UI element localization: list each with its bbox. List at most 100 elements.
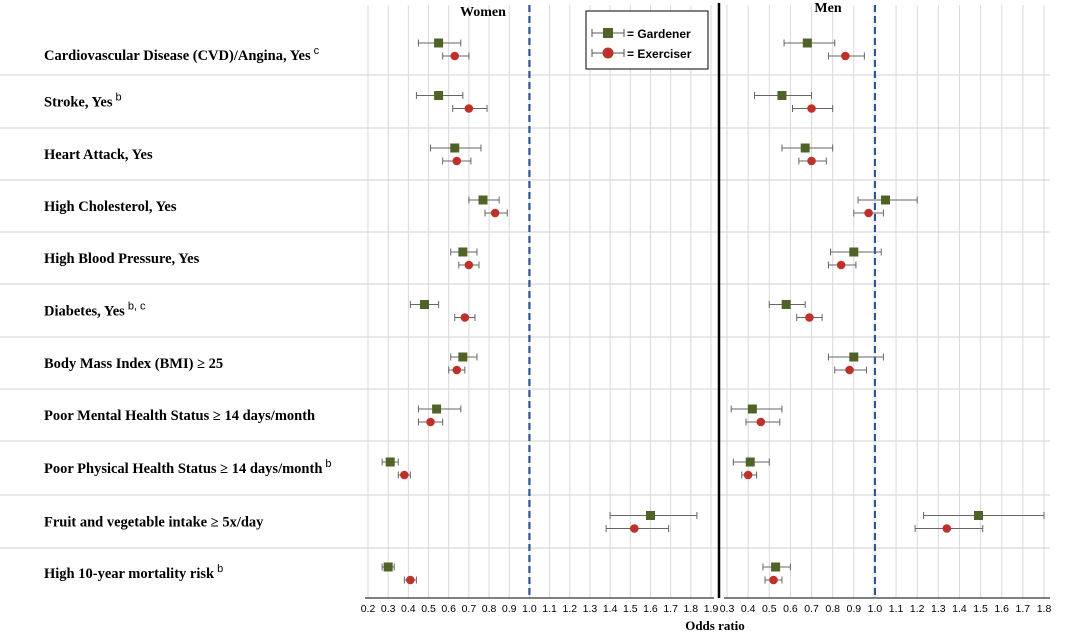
tick-label: 1.8: [1037, 603, 1052, 615]
gardener-point: [478, 195, 488, 205]
exerciser-point: [450, 51, 460, 61]
exerciser-point: [942, 524, 952, 533]
row-label: Stroke, Yes b: [44, 92, 122, 111]
tick-label: 0.6: [441, 603, 456, 615]
exerciser-point: [841, 51, 850, 61]
row-label: Heart Attack, Yes: [44, 147, 153, 163]
legend: = Gardener = Exerciser: [585, 10, 709, 70]
row-label: Poor Mental Health Status ≥ 14 days/mont…: [44, 408, 315, 424]
x-axis-title: Odds ratio: [685, 618, 745, 633]
exerciser-point: [807, 104, 816, 113]
row-label: High Blood Pressure, Yes: [44, 251, 200, 267]
row-labels: Cardiovascular Disease (CVD)/Angina, Yes…: [44, 45, 332, 582]
tick-label: 0.8: [825, 603, 840, 615]
exerciser-point: [464, 104, 474, 113]
data-marks: [381, 38, 1045, 585]
gardener-point: [881, 195, 890, 205]
exerciser-point: [452, 365, 462, 375]
exerciser-point: [406, 575, 415, 585]
exerciser-point: [756, 417, 766, 427]
exerciser-point: [807, 156, 816, 166]
tick-label: 1.7: [1016, 603, 1031, 615]
tick-label: 1.5: [973, 603, 988, 615]
legend-exerciser-circle-icon: [602, 47, 614, 59]
grid-lines: [367, 5, 1045, 598]
tick-label: 1.1: [889, 603, 904, 615]
tick-label: 1.5: [623, 603, 638, 615]
gardener-point: [745, 457, 755, 467]
row-label: High Cholesterol, Yes: [44, 199, 177, 215]
tick-label: 0.9: [846, 603, 861, 615]
exerciser-point: [769, 575, 778, 585]
tick-label: 0.5: [762, 603, 777, 615]
exerciser-point: [805, 313, 814, 322]
tick-label: 1.6: [994, 603, 1009, 615]
gardener-point: [434, 91, 444, 100]
tick-label: 1.0: [522, 603, 537, 615]
exerciser-point: [864, 208, 873, 218]
tick-label: 1.4: [603, 603, 618, 615]
legend-gardener-square-icon: [603, 28, 613, 38]
axes: 0.2 0.3 0.4 0.5 0.6 0.7 0.8 0.9 1.0 1.1 1.2 1.3 1.4 1…: [361, 3, 1052, 615]
panel-title-men: Men: [814, 1, 841, 16]
tick-label: 1.2: [562, 603, 577, 615]
gardener-point: [777, 91, 787, 100]
gardener-point: [383, 562, 393, 572]
exerciser-point: [845, 365, 854, 375]
exerciser-point: [836, 260, 846, 270]
gardener-point: [747, 404, 757, 414]
row-separators: [0, 74, 1050, 549]
exerciser-point: [426, 417, 435, 427]
tick-label: 1.3: [583, 603, 598, 615]
tick-label: 0.4: [741, 603, 756, 615]
gardener-point: [800, 143, 810, 153]
legend-box: [585, 10, 709, 70]
tick-label: 1.7: [663, 603, 678, 615]
row-label: High 10-year mortality risk b: [44, 563, 223, 582]
tick-label: 0.7: [462, 603, 477, 615]
exerciser-point: [630, 524, 639, 533]
tick-label: 1.9: [704, 603, 719, 615]
gardener-point: [432, 404, 442, 414]
tick-label: 0.3: [381, 603, 396, 615]
tick-label: 0.5: [421, 603, 436, 615]
tick-label: 1.3: [931, 603, 946, 615]
gardener-point: [781, 300, 791, 309]
gardener-point: [419, 300, 429, 309]
row-label: Fruit and vegetable intake ≥ 5x/day: [44, 515, 264, 531]
exerciser-point: [400, 470, 409, 480]
panel-title-women: Women: [460, 5, 506, 20]
gardener-point: [450, 143, 460, 153]
tick-label: 1.8: [684, 603, 699, 615]
legend-gardener-label: = Gardener: [627, 27, 691, 41]
exerciser-point: [460, 313, 470, 322]
row-label: Cardiovascular Disease (CVD)/Angina, Yes…: [44, 45, 320, 64]
gardener-point: [458, 352, 468, 362]
legend-exerciser-label: = Exerciser: [627, 47, 692, 61]
exerciser-point: [452, 156, 462, 166]
tick-label: 1.0: [868, 603, 883, 615]
row-label: Poor Physical Health Status ≥ 14 days/mo…: [44, 458, 332, 477]
exerciser-point: [743, 470, 753, 480]
tick-label: 0.7: [804, 603, 819, 615]
tick-label: 1.2: [910, 603, 925, 615]
tick-label: 1.4: [952, 603, 967, 615]
tick-label: 0.4: [401, 603, 416, 615]
exerciser-point: [490, 208, 500, 218]
gardener-point: [802, 38, 812, 48]
row-label: Body Mass Index (BMI) ≥ 25: [44, 356, 223, 372]
tick-label: 1.1: [542, 603, 557, 615]
row-label: Diabetes, Yes b, c: [44, 301, 146, 320]
tick-label: 0.8: [482, 603, 497, 615]
gardener-point: [973, 511, 983, 520]
gardener-point: [458, 247, 468, 257]
tick-label: 0.3: [720, 603, 735, 615]
exerciser-point: [464, 260, 474, 270]
gardener-point: [645, 511, 655, 520]
tick-label: 1.6: [643, 603, 658, 615]
gardener-point: [849, 247, 859, 257]
tick-label: 0.6: [783, 603, 798, 615]
tick-label: 0.9: [502, 603, 517, 615]
gardener-point: [849, 352, 859, 362]
